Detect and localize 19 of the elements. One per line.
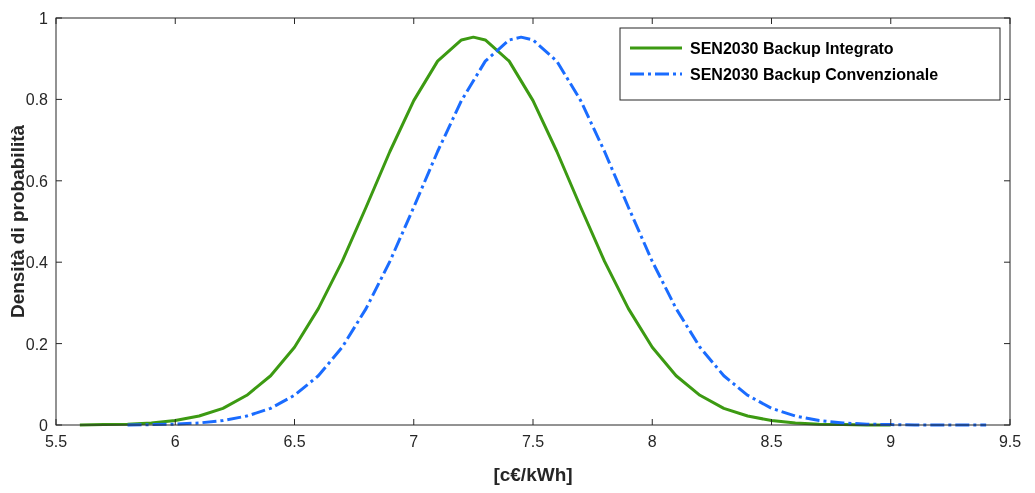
x-tick-label: 7 [409, 433, 419, 450]
y-tick-label: 1 [39, 10, 49, 27]
y-tick-label: 0.4 [25, 254, 49, 272]
x-tick-label: 7.5 [521, 433, 545, 450]
legend-label: SEN2030 Backup Convenzionale [690, 66, 939, 83]
legend-label: SEN2030 Backup Integrato [690, 40, 894, 57]
x-tick-label: 6.5 [283, 433, 306, 450]
y-tick-label: 0.8 [25, 91, 49, 109]
x-tick-label: 8.5 [760, 433, 783, 450]
y-tick-label: 0.2 [25, 335, 49, 353]
x-tick-label: 9.5 [998, 433, 1022, 450]
x-tick-label: 8 [647, 433, 657, 450]
x-tick-label: 9 [886, 433, 896, 450]
y-tick-label: 0.6 [25, 172, 49, 190]
line-series [126, 35, 988, 427]
y-tick-label: 0 [39, 417, 49, 434]
x-tick-label: 6 [170, 433, 180, 450]
x-axis-title: [c€/kWh] [493, 464, 573, 485]
x-tick-label: 5.5 [44, 433, 68, 450]
